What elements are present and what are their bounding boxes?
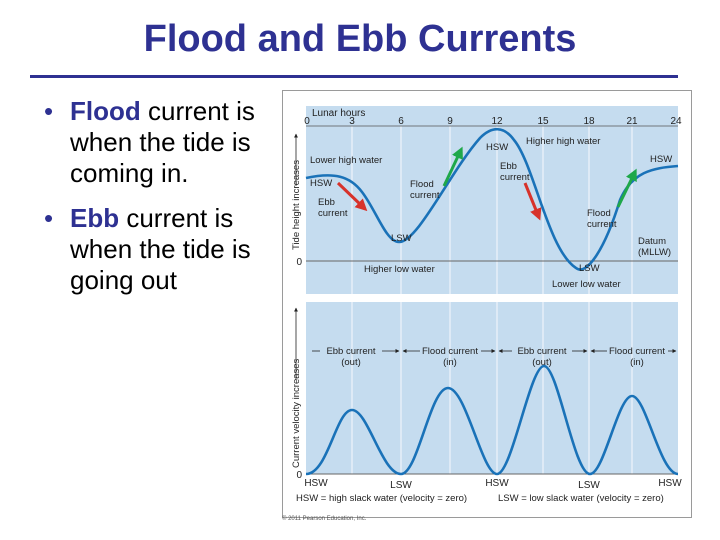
velocity-panel [306,302,678,474]
slack-tick: LSW [578,480,600,491]
datum-label-2: (MLLW) [638,247,671,258]
ebb-term: Ebb [70,203,120,233]
slack-tick: LSW [390,480,412,491]
bullet-list: Flood current is when the tide is coming… [40,96,270,310]
ebb-arrow-2 [523,182,542,221]
phase-dir: (out) [341,357,361,368]
phase-dir: (in) [630,357,644,368]
hour-tick: 21 [626,116,638,127]
phase-name: Ebb current [326,346,375,357]
copyright-notice: © 2011 Pearson Education, Inc. [282,516,367,522]
hour-tick: 0 [304,116,310,127]
bullet-flood: Flood current is when the tide is coming… [40,96,270,189]
flood-label-1b: current [410,190,440,201]
slack-tick: HSW [658,478,682,489]
tide-current-diagram: Lunar hours 0 3 6 9 12 15 18 21 24 Tide … [282,90,692,518]
tide-gridlines [351,126,633,294]
datum-label-1: Datum [638,236,666,247]
velocity-curve [305,364,679,476]
ebb-mid-label-1: Ebb [500,161,517,172]
lower-low-water-label: Lower low water [552,279,621,290]
hour-tick: 9 [447,116,453,127]
hour-tick: 18 [583,116,595,127]
velocity-axis-label: Current velocity increases [291,358,302,468]
hsw-legend: HSW = high slack water (velocity = zero) [296,493,467,504]
flood-text: current is when the tide is coming in. [70,96,255,188]
hour-tick: 6 [398,116,404,127]
tide-zero-label: 0 [296,257,302,268]
slack-ticks: HSW LSW HSW LSW HSW [304,478,682,491]
flood-arrow-1 [442,146,463,187]
phase-dir: (out) [532,357,552,368]
hsw-mid-label: HSW [486,142,508,153]
flood-label-2a: Flood [587,208,611,219]
tide-curve [305,127,679,271]
flood-label-2b: current [587,219,617,230]
ebb-mid-label-2: current [500,172,530,183]
higher-high-water-label: Higher high water [526,136,600,147]
lsw-label-1: LSW [391,233,412,244]
hour-ticks: 0 3 6 9 12 15 18 21 24 [304,116,682,127]
slack-tick: HSW [304,478,328,489]
flood-label-1a: Flood [410,179,434,190]
flood-arrow-2 [616,168,637,208]
phase-name: Ebb current [517,346,566,357]
ebb-text: current is when the tide is going out [70,203,251,295]
hsw-left-label: HSW [310,178,332,189]
hour-tick: 3 [349,116,355,127]
bullet-ebb: Ebb current is when the tide is going ou… [40,203,270,296]
velocity-zero-label: 0 [296,470,302,481]
hour-tick: 12 [491,116,503,127]
slack-tick: HSW [485,478,509,489]
slide-title: Flood and Ebb Currents [143,18,577,60]
lsw-label-2: LSW [579,263,600,274]
higher-low-water-label: Higher low water [364,264,435,275]
phase-dir: (in) [443,357,457,368]
phase-labels: Ebb current (out) Flood current (in) Ebb… [326,346,665,368]
ebb-left-label-1: Ebb [318,197,335,208]
lsw-legend: LSW = low slack water (velocity = zero) [498,493,664,504]
ebb-left-label-2: current [318,208,348,219]
hsw-right-label: HSW [650,154,672,165]
hour-tick: 15 [537,116,549,127]
tide-axis-label: Tide height increases [291,160,302,250]
hour-tick: 24 [670,116,682,127]
tide-current-figure: Lunar hours 0 3 6 9 12 15 18 21 24 Tide … [282,90,692,518]
ebb-arrow-1 [336,181,368,212]
lunar-hours-title: Lunar hours [312,108,365,119]
phase-name: Flood current [422,346,478,357]
title-divider [30,75,678,78]
flood-term: Flood [70,96,141,126]
phase-name: Flood current [609,346,665,357]
lower-high-water-label: Lower high water [310,155,382,166]
tide-labels: Lower high water HSW Ebb current LSW Hig… [310,136,672,290]
